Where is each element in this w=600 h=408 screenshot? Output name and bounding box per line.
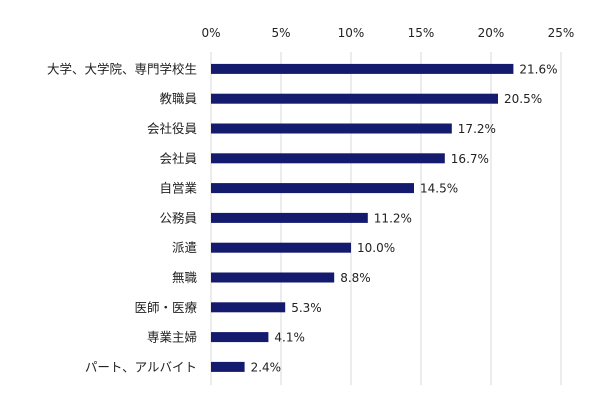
x-tick-label: 0% bbox=[201, 26, 220, 40]
bar bbox=[211, 93, 498, 104]
x-tick-label: 5% bbox=[271, 26, 290, 40]
category-label: 会社員 bbox=[159, 151, 197, 166]
value-label: 11.2% bbox=[374, 211, 412, 225]
bar bbox=[211, 63, 514, 74]
x-tick-label: 25% bbox=[548, 26, 575, 40]
value-label: 8.8% bbox=[340, 271, 371, 285]
x-tick-label: 20% bbox=[478, 26, 505, 40]
category-label: 自営業 bbox=[159, 181, 197, 196]
category-label: 教職員 bbox=[159, 91, 197, 106]
bars bbox=[211, 63, 514, 372]
category-label: 専業主婦 bbox=[147, 330, 197, 345]
bar bbox=[211, 332, 269, 343]
category-label: 会社役員 bbox=[147, 121, 198, 136]
category-labels: 大学、大学院、専門学校生教職員会社役員会社員自営業公務員派遣無職医師・医療専業主… bbox=[47, 61, 198, 374]
bar bbox=[211, 123, 452, 134]
bar bbox=[211, 183, 414, 194]
category-label: 医師・医療 bbox=[134, 300, 197, 315]
value-label: 17.2% bbox=[458, 122, 496, 136]
bar bbox=[211, 361, 245, 372]
value-label: 14.5% bbox=[420, 182, 458, 196]
value-label: 4.1% bbox=[274, 331, 305, 345]
x-tick-label: 15% bbox=[408, 26, 435, 40]
value-label: 16.7% bbox=[451, 152, 489, 166]
category-label: 派遣 bbox=[172, 240, 197, 255]
category-label: 公務員 bbox=[159, 210, 197, 225]
value-label: 20.5% bbox=[504, 92, 542, 106]
value-label: 2.4% bbox=[251, 360, 282, 374]
value-label: 10.0% bbox=[357, 241, 395, 255]
value-labels: 21.6% 20.5% 17.2% 16.7% 14.5% 11.2% 10.0% 8.8% 5… bbox=[251, 62, 558, 374]
x-axis-tick-labels: 0% 5% 10% 15% 20% 25% bbox=[201, 26, 574, 40]
category-label: 大学、大学院、専門学校生 bbox=[47, 61, 197, 76]
value-label: 21.6% bbox=[519, 62, 557, 76]
bar bbox=[211, 272, 335, 283]
category-label: パート、アルバイト bbox=[85, 359, 197, 374]
x-tick-label: 10% bbox=[338, 26, 365, 40]
value-label: 5.3% bbox=[291, 301, 322, 315]
category-label: 無職 bbox=[172, 270, 198, 285]
bar bbox=[211, 242, 351, 253]
bar bbox=[211, 212, 368, 223]
bar bbox=[211, 153, 445, 164]
bar bbox=[211, 302, 286, 313]
